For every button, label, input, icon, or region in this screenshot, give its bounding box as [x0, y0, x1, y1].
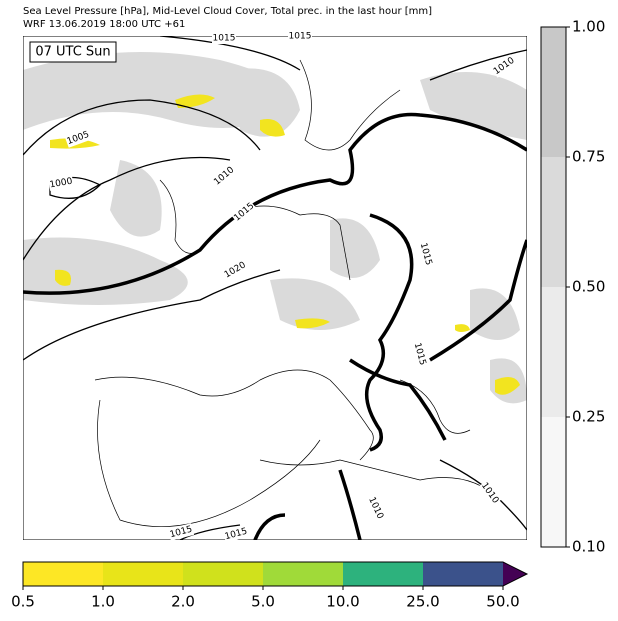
contour-label-bg — [417, 240, 435, 268]
contour-label-bg — [230, 199, 258, 225]
contour-label-bg — [365, 494, 387, 522]
contour-label: 1015 — [289, 32, 312, 42]
header-title: Sea Level Pressure [hPa], Mid-Level Clou… — [23, 6, 432, 17]
isobar-1015 — [23, 112, 527, 540]
contour-label-bg — [411, 340, 429, 368]
cloud-tick-label: 1.00 — [572, 18, 605, 36]
header-subtitle: WRF 13.06.2019 18:00 UTC +61 — [23, 19, 185, 30]
precip-tick-label: 50.0 — [486, 593, 519, 611]
contour-label: 1000 — [49, 177, 74, 191]
contour-label-bg — [210, 163, 238, 189]
precip-tick-label: 1.0 — [91, 593, 115, 611]
contour-label-bg — [64, 128, 92, 148]
precipitation — [50, 94, 520, 395]
contour-label: 1015 — [213, 34, 236, 44]
precip-tick-label: 2.0 — [171, 593, 195, 611]
contour-label-bg — [222, 525, 250, 543]
cloud-tick-label: 0.75 — [572, 148, 605, 166]
contour-label-bg — [212, 32, 236, 44]
precip-colorbar — [22, 561, 529, 587]
cloud-colorbar — [540, 26, 567, 548]
time-box — [29, 41, 117, 63]
cloud-tick-label: 0.25 — [572, 408, 605, 426]
contour-label-bg — [167, 523, 195, 541]
time-label: 07 UTC Sun — [35, 45, 110, 60]
cloud-tick-label: 0.50 — [572, 278, 605, 296]
precip-tick-label: 5.0 — [251, 593, 275, 611]
contour-label-bg — [48, 175, 74, 191]
contour-label-bg — [221, 258, 249, 282]
contour-label-bg — [478, 479, 502, 507]
map — [23, 36, 527, 540]
coastlines — [94, 59, 501, 528]
contour-label-bg — [288, 30, 312, 42]
cloud-tick-label: 0.10 — [572, 538, 605, 556]
precip-tick-label: 0.5 — [11, 593, 35, 611]
contour-label-bg — [490, 54, 518, 78]
precip-tick-label: 10.0 — [326, 593, 359, 611]
precip-tick-label: 25.0 — [406, 593, 439, 611]
